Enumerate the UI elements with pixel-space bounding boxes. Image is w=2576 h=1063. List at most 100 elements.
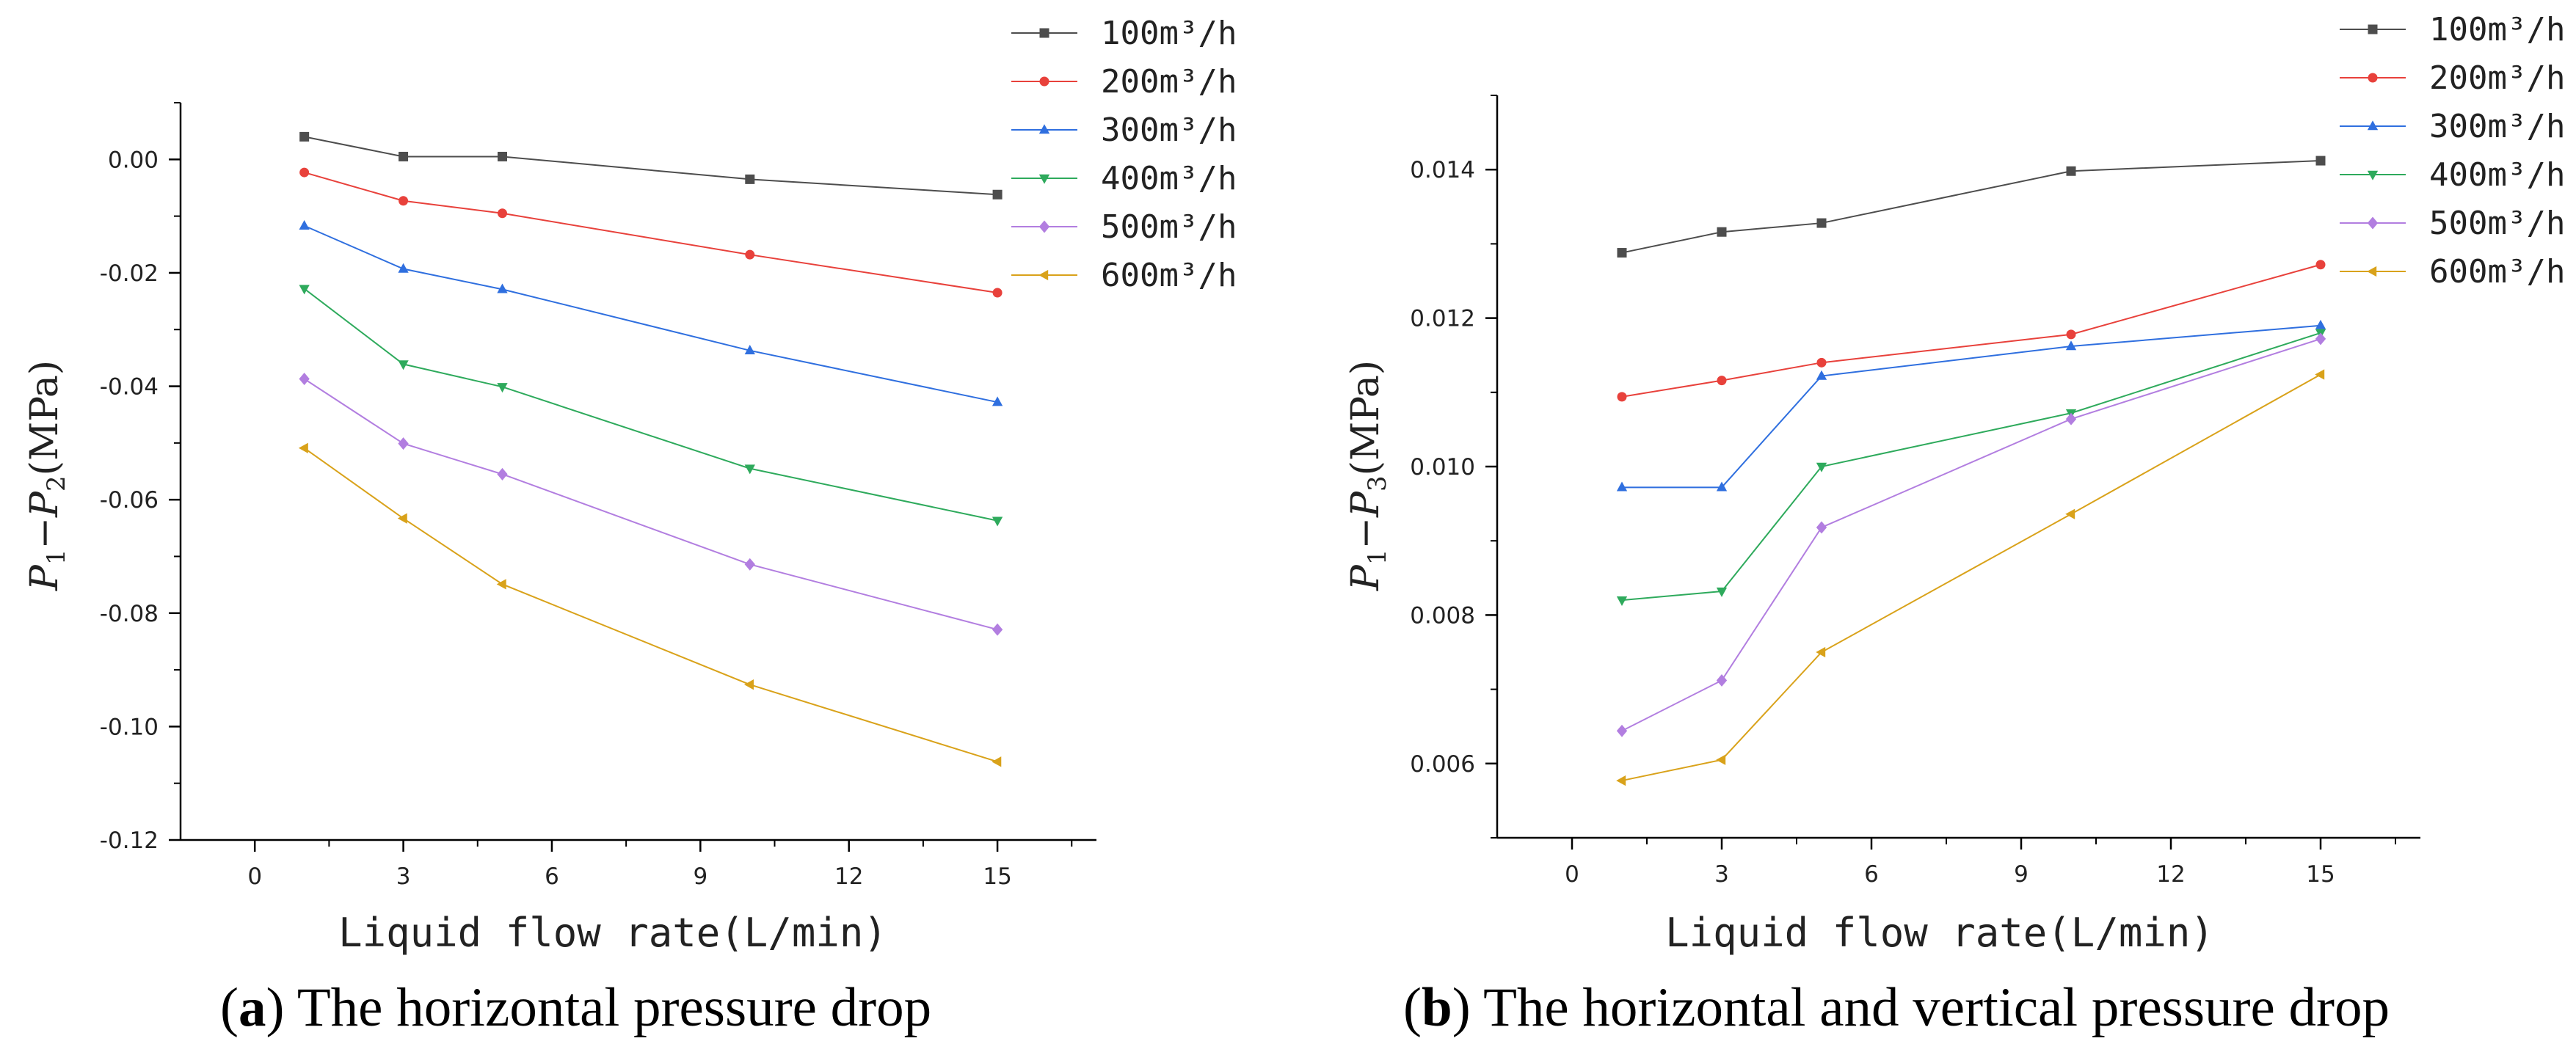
legend-marker-b — [2367, 216, 2379, 230]
legend-label-b: 100m³/h — [2429, 11, 2565, 48]
x-tick-label-a: 15 — [983, 863, 1011, 890]
data-point-a-5 — [299, 373, 310, 385]
legend-label-b: 200m³/h — [2429, 59, 2565, 97]
plot-area-a: 0 3 6 9 12 15 0.00 -0.02 -0.04 -0.06 -0.08 -0.10 -0.… — [100, 102, 1096, 890]
legend-marker-a — [1038, 124, 1050, 134]
series-b-1 — [1617, 156, 2326, 258]
x-tick-label-a: 0 — [247, 863, 262, 890]
data-point-b-6 — [1716, 754, 1726, 765]
legend-label-b: 400m³/h — [2429, 156, 2565, 194]
data-point-b-3 — [1716, 481, 1728, 492]
data-point-a-4 — [398, 360, 409, 370]
legend-label-a: 500m³/h — [1101, 208, 1237, 246]
plot-area-b: 0 3 6 9 12 15 0.006 0.008 0.010 0.012 0.014 — [1410, 95, 2420, 888]
caption-b: (b) The horizontal and vertical pressure… — [1403, 977, 2390, 1038]
y-axis-title-a: P1−P2(MPa) — [23, 360, 71, 591]
data-point-b-6 — [2315, 369, 2325, 380]
data-point-a-4 — [497, 383, 508, 393]
series-line-b-6 — [1621, 373, 2321, 782]
x-tick-label-b: 3 — [1714, 861, 1729, 888]
data-point-a-5 — [497, 467, 508, 481]
y-tick-label-a: -0.04 — [100, 374, 159, 401]
data-point-a-6 — [397, 513, 407, 524]
y-tick-label-a: 0.00 — [108, 147, 159, 173]
x-tick-label-a: 3 — [396, 863, 411, 890]
data-point-a-4 — [992, 516, 1003, 527]
series-line-b-1 — [1621, 160, 2321, 254]
series-a-6 — [298, 442, 1002, 767]
data-point-a-1 — [992, 189, 1003, 200]
legend-item-b-2: 200m³/h — [2340, 59, 2565, 97]
data-point-b-5 — [2065, 412, 2077, 425]
legend-marker-a — [1038, 174, 1050, 184]
data-point-a-1 — [399, 151, 409, 161]
x-tick-label-a: 6 — [545, 863, 559, 890]
data-point-b-6 — [1816, 646, 1826, 658]
data-point-b-6 — [2065, 508, 2075, 519]
series-a-1 — [299, 131, 1003, 200]
data-point-b-2 — [2315, 260, 2326, 270]
caption-a: (a) The horizontal pressure drop — [220, 977, 931, 1038]
legend-marker-a — [1038, 220, 1050, 233]
data-point-a-1 — [299, 131, 310, 142]
series-line-b-5 — [1621, 337, 2321, 732]
data-point-b-1 — [1617, 248, 1627, 258]
legend-item-a-5: 500m³/h — [1011, 208, 1237, 246]
data-point-b-5 — [1816, 521, 1827, 534]
data-point-a-4 — [744, 464, 755, 475]
data-point-a-3 — [299, 219, 310, 230]
series-b-5 — [1616, 332, 2326, 737]
data-point-a-2 — [399, 196, 409, 206]
y-tick-label-b: 0.014 — [1410, 157, 1475, 183]
data-point-b-3 — [2315, 319, 2326, 329]
legend-marker-b — [2367, 120, 2379, 131]
legend-label-a: 200m³/h — [1101, 63, 1237, 101]
chart-panel-b: 0 3 6 9 12 15 0.006 0.008 0.010 0.012 0.014 Liquid… — [1344, 11, 2565, 1038]
data-point-a-3 — [992, 396, 1003, 406]
data-point-a-5 — [992, 623, 1003, 636]
legend-b: 100m³/h 200m³/h 300m³/h 400m³/h 500m³/h 600m³… — [2340, 11, 2565, 291]
legend-marker-a — [1039, 28, 1049, 38]
legend-item-b-5: 500m³/h — [2340, 205, 2565, 242]
data-point-a-5 — [744, 558, 755, 571]
data-point-a-6 — [496, 579, 506, 590]
legend-label-b: 500m³/h — [2429, 205, 2565, 242]
data-point-a-1 — [497, 151, 507, 161]
legend-marker-a — [1039, 76, 1049, 87]
legend-item-b-1: 100m³/h — [2340, 11, 2565, 48]
data-point-b-2 — [1717, 376, 1727, 386]
legend-item-b-3: 300m³/h — [2340, 108, 2565, 145]
data-point-a-6 — [743, 679, 754, 690]
legend-label-b: 300m³/h — [2429, 108, 2565, 145]
legend-item-b-4: 400m³/h — [2340, 156, 2565, 194]
legend-item-a-2: 200m³/h — [1011, 63, 1237, 101]
data-point-a-2 — [299, 167, 310, 178]
series-a-4 — [299, 285, 1003, 527]
y-tick-label-a: -0.06 — [100, 487, 159, 514]
series-line-a-3 — [304, 224, 998, 403]
series-line-a-2 — [304, 172, 998, 293]
y-tick-label-a: -0.08 — [100, 601, 159, 627]
data-point-b-2 — [1816, 357, 1827, 368]
data-point-b-2 — [2066, 329, 2076, 340]
y-tick-label-b: 0.012 — [1410, 306, 1475, 332]
data-point-a-6 — [992, 756, 1002, 767]
data-point-b-4 — [1816, 462, 1827, 472]
data-point-b-2 — [1617, 392, 1627, 402]
legend-marker-a — [1038, 269, 1049, 281]
legend-item-b-6: 600m³/h — [2340, 253, 2565, 291]
y-tick-label-b: 0.010 — [1410, 454, 1475, 481]
data-point-a-4 — [299, 285, 310, 295]
legend-marker-b — [2368, 24, 2378, 34]
data-point-a-2 — [745, 249, 755, 260]
legend-item-a-4: 400m³/h — [1011, 160, 1237, 197]
series-a-2 — [299, 167, 1003, 298]
legend-marker-b — [2367, 170, 2379, 180]
series-b-2 — [1617, 260, 2326, 402]
y-tick-label-b: 0.006 — [1410, 751, 1475, 778]
series-b-6 — [1616, 369, 2325, 786]
series-b-3 — [1616, 319, 2326, 492]
y-tick-label-a: -0.02 — [100, 260, 159, 287]
series-a-5 — [299, 373, 1003, 636]
